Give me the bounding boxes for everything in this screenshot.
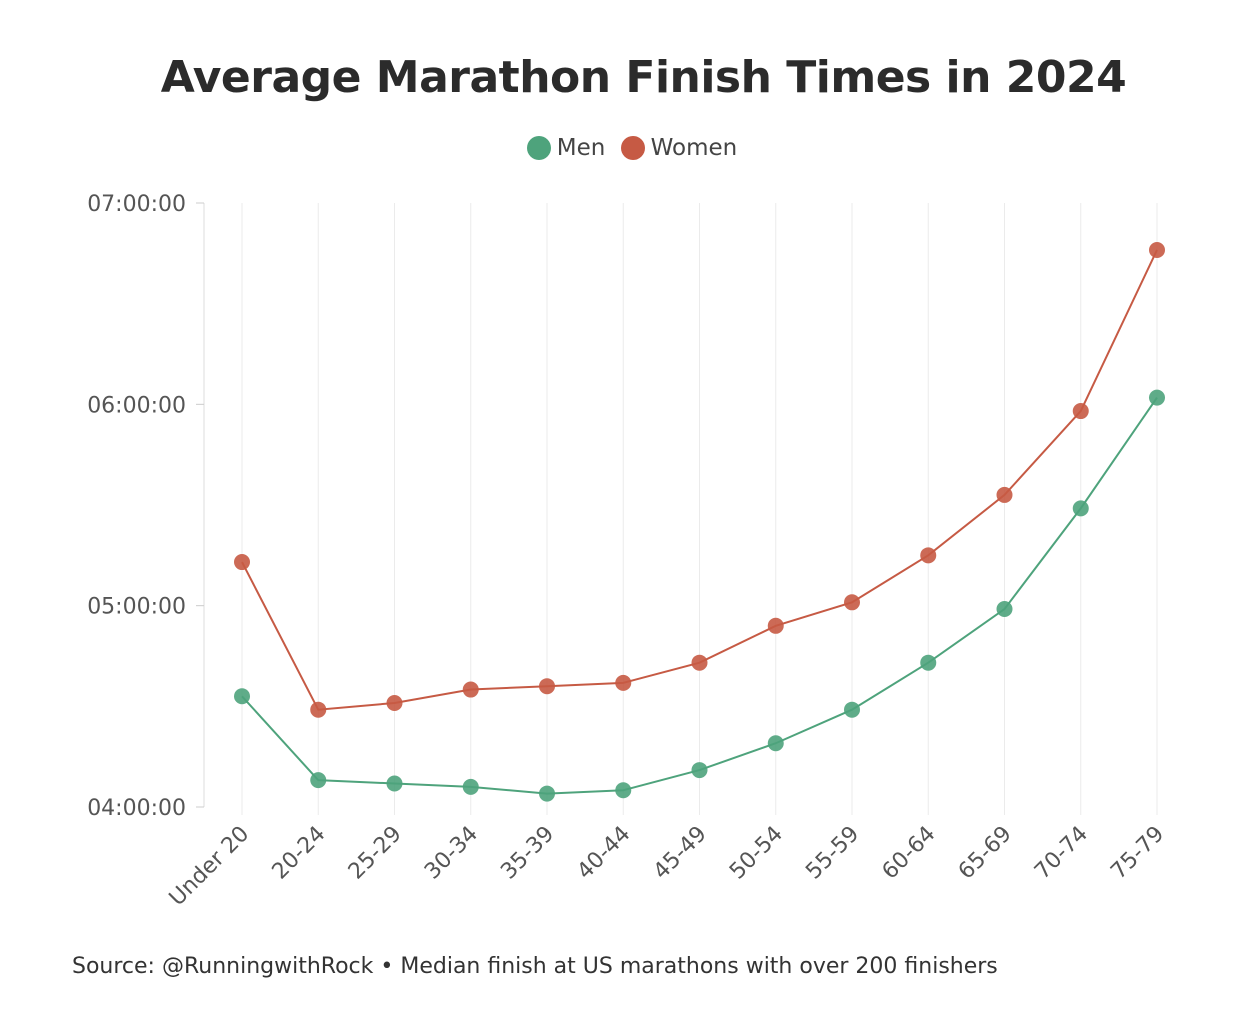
data-point-men	[539, 785, 555, 802]
y-tick-label: 06:00:00	[87, 393, 186, 418]
data-point-women	[1149, 241, 1165, 258]
data-point-women	[615, 674, 632, 691]
chart-title: Average Marathon Finish Times in 2024	[160, 52, 1127, 103]
x-tick-label: 35-39	[496, 822, 559, 885]
legend: Men Women	[0, 135, 1250, 166]
x-tick-label: 65-69	[954, 822, 1017, 885]
x-tick-label: 55-59	[801, 822, 864, 885]
legend-item-women: Women	[620, 135, 738, 161]
x-tick-label: Under 20	[165, 822, 255, 912]
data-point-women	[767, 617, 784, 634]
data-point-men	[996, 601, 1013, 618]
y-tick-label: 07:00:00	[87, 192, 186, 217]
data-point-men	[234, 688, 250, 705]
y-tick-label: 05:00:00	[87, 595, 186, 620]
data-point-women	[310, 701, 327, 718]
data-point-women	[844, 594, 860, 611]
x-tick-label: 50-54	[725, 822, 788, 885]
data-point-men	[462, 778, 479, 795]
data-point-women	[920, 547, 937, 564]
x-tick-label: 45-49	[649, 822, 712, 885]
legend-item-men: Men	[526, 135, 606, 161]
data-point-men	[615, 782, 632, 799]
legend-swatch-women	[620, 136, 645, 160]
data-point-men	[1149, 389, 1165, 406]
x-tick-label: 40-44	[573, 822, 636, 885]
x-tick-label: 70-74	[1030, 822, 1093, 885]
source-note: Source: @RunningwithRock • Median finish…	[72, 954, 998, 979]
x-tick-label: 75-79	[1106, 822, 1169, 885]
y-tick-label: 04:00:00	[87, 796, 186, 821]
legend-label-women: Women	[650, 135, 738, 161]
data-point-men	[691, 762, 708, 779]
data-point-men	[1072, 500, 1089, 517]
data-point-women	[539, 678, 555, 695]
x-tick-label: 20-24	[268, 822, 331, 885]
data-point-women	[691, 654, 708, 671]
x-tick-label: 30-34	[420, 822, 483, 885]
legend-swatch-men	[526, 136, 551, 160]
data-point-men	[920, 654, 937, 671]
data-point-women	[996, 486, 1013, 503]
data-point-women	[1072, 403, 1089, 420]
x-tick-label: 25-29	[344, 822, 407, 885]
x-tick-label: 60-64	[878, 822, 941, 885]
data-point-women	[234, 554, 250, 571]
data-point-men	[386, 775, 403, 792]
data-point-men	[767, 735, 784, 752]
data-point-women	[462, 681, 479, 698]
data-point-men	[310, 772, 327, 789]
data-point-men	[844, 701, 860, 718]
legend-label-men: Men	[556, 135, 606, 161]
data-point-women	[386, 694, 403, 711]
